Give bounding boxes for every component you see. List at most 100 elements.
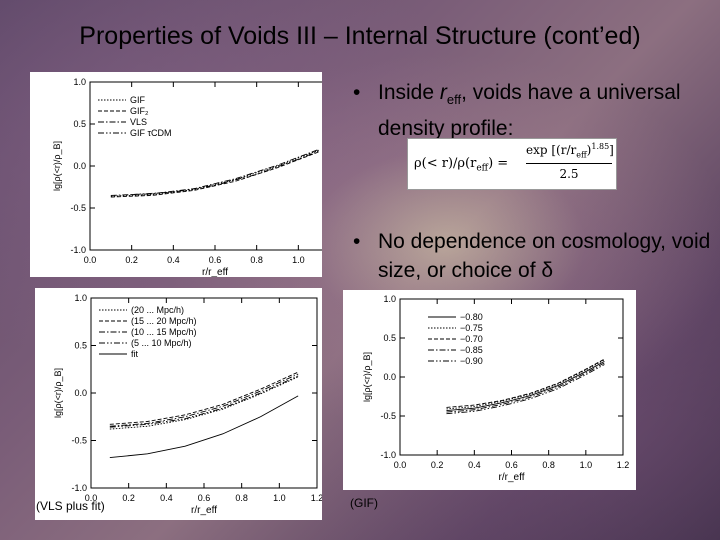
series-line bbox=[109, 395, 299, 459]
caption-bottom-left: (VLS plus fit) bbox=[36, 499, 105, 513]
chart-top-left: 0.00.20.40.60.81.01.2-1.0-0.50.00.51.0r/… bbox=[52, 77, 322, 277]
series-line bbox=[446, 358, 605, 408]
chart-panel-top-left: 0.00.20.40.60.81.01.2-1.0-0.50.00.51.0r/… bbox=[30, 72, 322, 277]
plot-frame bbox=[90, 297, 318, 489]
y-tick-label: -0.5 bbox=[71, 436, 87, 446]
x-tick-label: 1.0 bbox=[273, 493, 286, 503]
formula-denominator: 2.5 bbox=[559, 167, 579, 181]
x-tick-label: 1.0 bbox=[580, 460, 593, 470]
x-axis-label: r/r_eff bbox=[499, 472, 525, 483]
series-line bbox=[110, 149, 320, 197]
x-tick-label: 0.0 bbox=[394, 460, 407, 470]
series-line bbox=[446, 362, 605, 413]
plot-area: 0.0 0.2 0.4 0.6 0.8 1.0 1.2 -1.0 -0.5 0.0 0.5 1.0 r/… bbox=[362, 294, 629, 483]
series-line bbox=[446, 359, 605, 410]
y-tick-label: 0.0 bbox=[74, 388, 87, 398]
y-tick-label: 0.5 bbox=[74, 341, 87, 351]
legend-entry: GIF bbox=[130, 95, 146, 105]
bullet-1: • Inside reff, voids have a universal de… bbox=[345, 78, 715, 143]
chart-bottom-left: 0.0 0.2 0.4 0.6 0.8 1.0 1.2 -1.0 -0.5 0.0 0.5 1.0 r/… bbox=[53, 293, 322, 516]
legend-entry: −0.85 bbox=[460, 345, 483, 355]
x-tick-label: 0.4 bbox=[167, 255, 180, 265]
x-axis-label: r/r_eff bbox=[202, 267, 228, 277]
chart-bottom-right: 0.0 0.2 0.4 0.6 0.8 1.0 1.2 -1.0 -0.5 0.0 0.5 1.0 r/… bbox=[362, 294, 629, 483]
formula-num-close: ] bbox=[609, 143, 614, 157]
chart-panel-bottom-left: 0.0 0.2 0.4 0.6 0.8 1.0 1.2 -1.0 -0.5 0.0 0.5 1.0 r/… bbox=[35, 288, 322, 520]
formula-fraction-bar bbox=[526, 163, 612, 164]
formula-lhs: ρ(< r)/ρ(reff) = bbox=[414, 156, 508, 174]
bullet-2: • No dependence on cosmology, void size,… bbox=[345, 227, 715, 285]
y-axis-label: lg[ρ(<r)/ρ_B] bbox=[362, 352, 372, 402]
y-tick-label: 1.0 bbox=[74, 293, 87, 303]
plot-frame bbox=[399, 298, 624, 456]
y-tick-label: -0.5 bbox=[380, 411, 396, 421]
plot-frame bbox=[89, 81, 322, 251]
formula-num-sub: eff bbox=[576, 150, 587, 160]
series-line bbox=[131, 150, 320, 196]
y-axis-label: lg[ρ(<r)/ρ_B] bbox=[53, 368, 63, 418]
x-tick-label: 0.6 bbox=[198, 493, 211, 503]
series-line bbox=[109, 376, 299, 430]
x-tick-label: 0.8 bbox=[250, 255, 263, 265]
y-tick-label: 0.0 bbox=[383, 372, 396, 382]
series-line bbox=[446, 361, 605, 411]
legend-entry: fit bbox=[131, 349, 139, 359]
caption-bottom-right: (GIF) bbox=[350, 496, 378, 510]
series-line bbox=[109, 373, 299, 427]
bullet-dot: • bbox=[353, 81, 361, 104]
y-tick-label: 0.0 bbox=[73, 161, 86, 171]
y-tick-label: -0.5 bbox=[70, 203, 86, 213]
y-tick-label: 1.0 bbox=[383, 294, 396, 304]
formula-lhs-rho: ρ(< r)/ρ(r bbox=[414, 156, 477, 171]
x-tick-label: 1.2 bbox=[617, 460, 630, 470]
x-tick-label: 0.2 bbox=[122, 493, 135, 503]
bullet-1-pre: Inside bbox=[378, 81, 440, 104]
formula-num-exp: 1.85 bbox=[591, 142, 610, 151]
y-tick-label: -1.0 bbox=[71, 483, 87, 493]
plot-area: 0.00.20.40.60.81.01.2-1.0-0.50.00.51.0r/… bbox=[52, 77, 322, 277]
bullet-1-sub: eff bbox=[446, 92, 462, 108]
bullet-1-var: r bbox=[439, 81, 447, 104]
x-tick-label: 0.4 bbox=[468, 460, 481, 470]
legend-entry: (10 ... 15 Mpc/h) bbox=[131, 327, 197, 337]
bullet-list: • Inside reff, voids have a universal de… bbox=[345, 78, 715, 285]
legend-entry: −0.70 bbox=[460, 334, 483, 344]
series-line bbox=[446, 364, 605, 415]
x-tick-label: 0.6 bbox=[505, 460, 518, 470]
formula-num-post: ) bbox=[586, 143, 592, 157]
legend-entry: −0.90 bbox=[460, 356, 483, 366]
legend-entry: (5 ... 10 Mpc/h) bbox=[131, 338, 192, 348]
legend-entry: VLS bbox=[130, 117, 147, 127]
x-tick-label: 0.8 bbox=[542, 460, 555, 470]
legend-entry: −0.80 bbox=[460, 312, 483, 322]
series-line bbox=[109, 375, 299, 428]
x-tick-label: 0.2 bbox=[431, 460, 444, 470]
x-tick-label: 0.0 bbox=[85, 493, 98, 503]
y-axis-label: lg[ρ(<r)/ρ_B] bbox=[52, 141, 62, 191]
formula-numerator: exp [(r/reff)1.85] bbox=[526, 142, 614, 160]
y-tick-label: 0.5 bbox=[383, 333, 396, 343]
x-tick-label: 0.2 bbox=[125, 255, 138, 265]
x-tick-label: 0.6 bbox=[209, 255, 222, 265]
x-tick-label: 0.8 bbox=[235, 493, 248, 503]
legend-entry: GIF τCDM bbox=[130, 128, 172, 138]
formula-lhs-sub: eff bbox=[476, 163, 489, 174]
bullet-2-text: No dependence on cosmology, void size, o… bbox=[378, 230, 711, 283]
y-tick-label: -1.0 bbox=[380, 450, 396, 460]
legend-entry: −0.75 bbox=[460, 323, 483, 333]
series-line bbox=[110, 148, 320, 196]
formula-num-pre: exp [(r/r bbox=[526, 143, 577, 157]
legend-entry: (20 ... Mpc/h) bbox=[131, 305, 184, 315]
x-tick-label: 0.4 bbox=[160, 493, 173, 503]
x-tick-label: 0.0 bbox=[84, 255, 97, 265]
legend-entry: (15 ... 20 Mpc/h) bbox=[131, 316, 197, 326]
formula-lhs-end: ) = bbox=[488, 156, 509, 171]
legend-entry: GIF₂ bbox=[130, 106, 149, 116]
series-line bbox=[109, 371, 299, 425]
slide-title: Properties of Voids III – Internal Struc… bbox=[79, 22, 641, 50]
bullet-1-post: , voids have a universal density profile… bbox=[378, 81, 681, 141]
y-tick-label: 1.0 bbox=[73, 77, 86, 87]
x-tick-label: 1.0 bbox=[292, 255, 305, 265]
bullet-dot: • bbox=[353, 230, 361, 254]
